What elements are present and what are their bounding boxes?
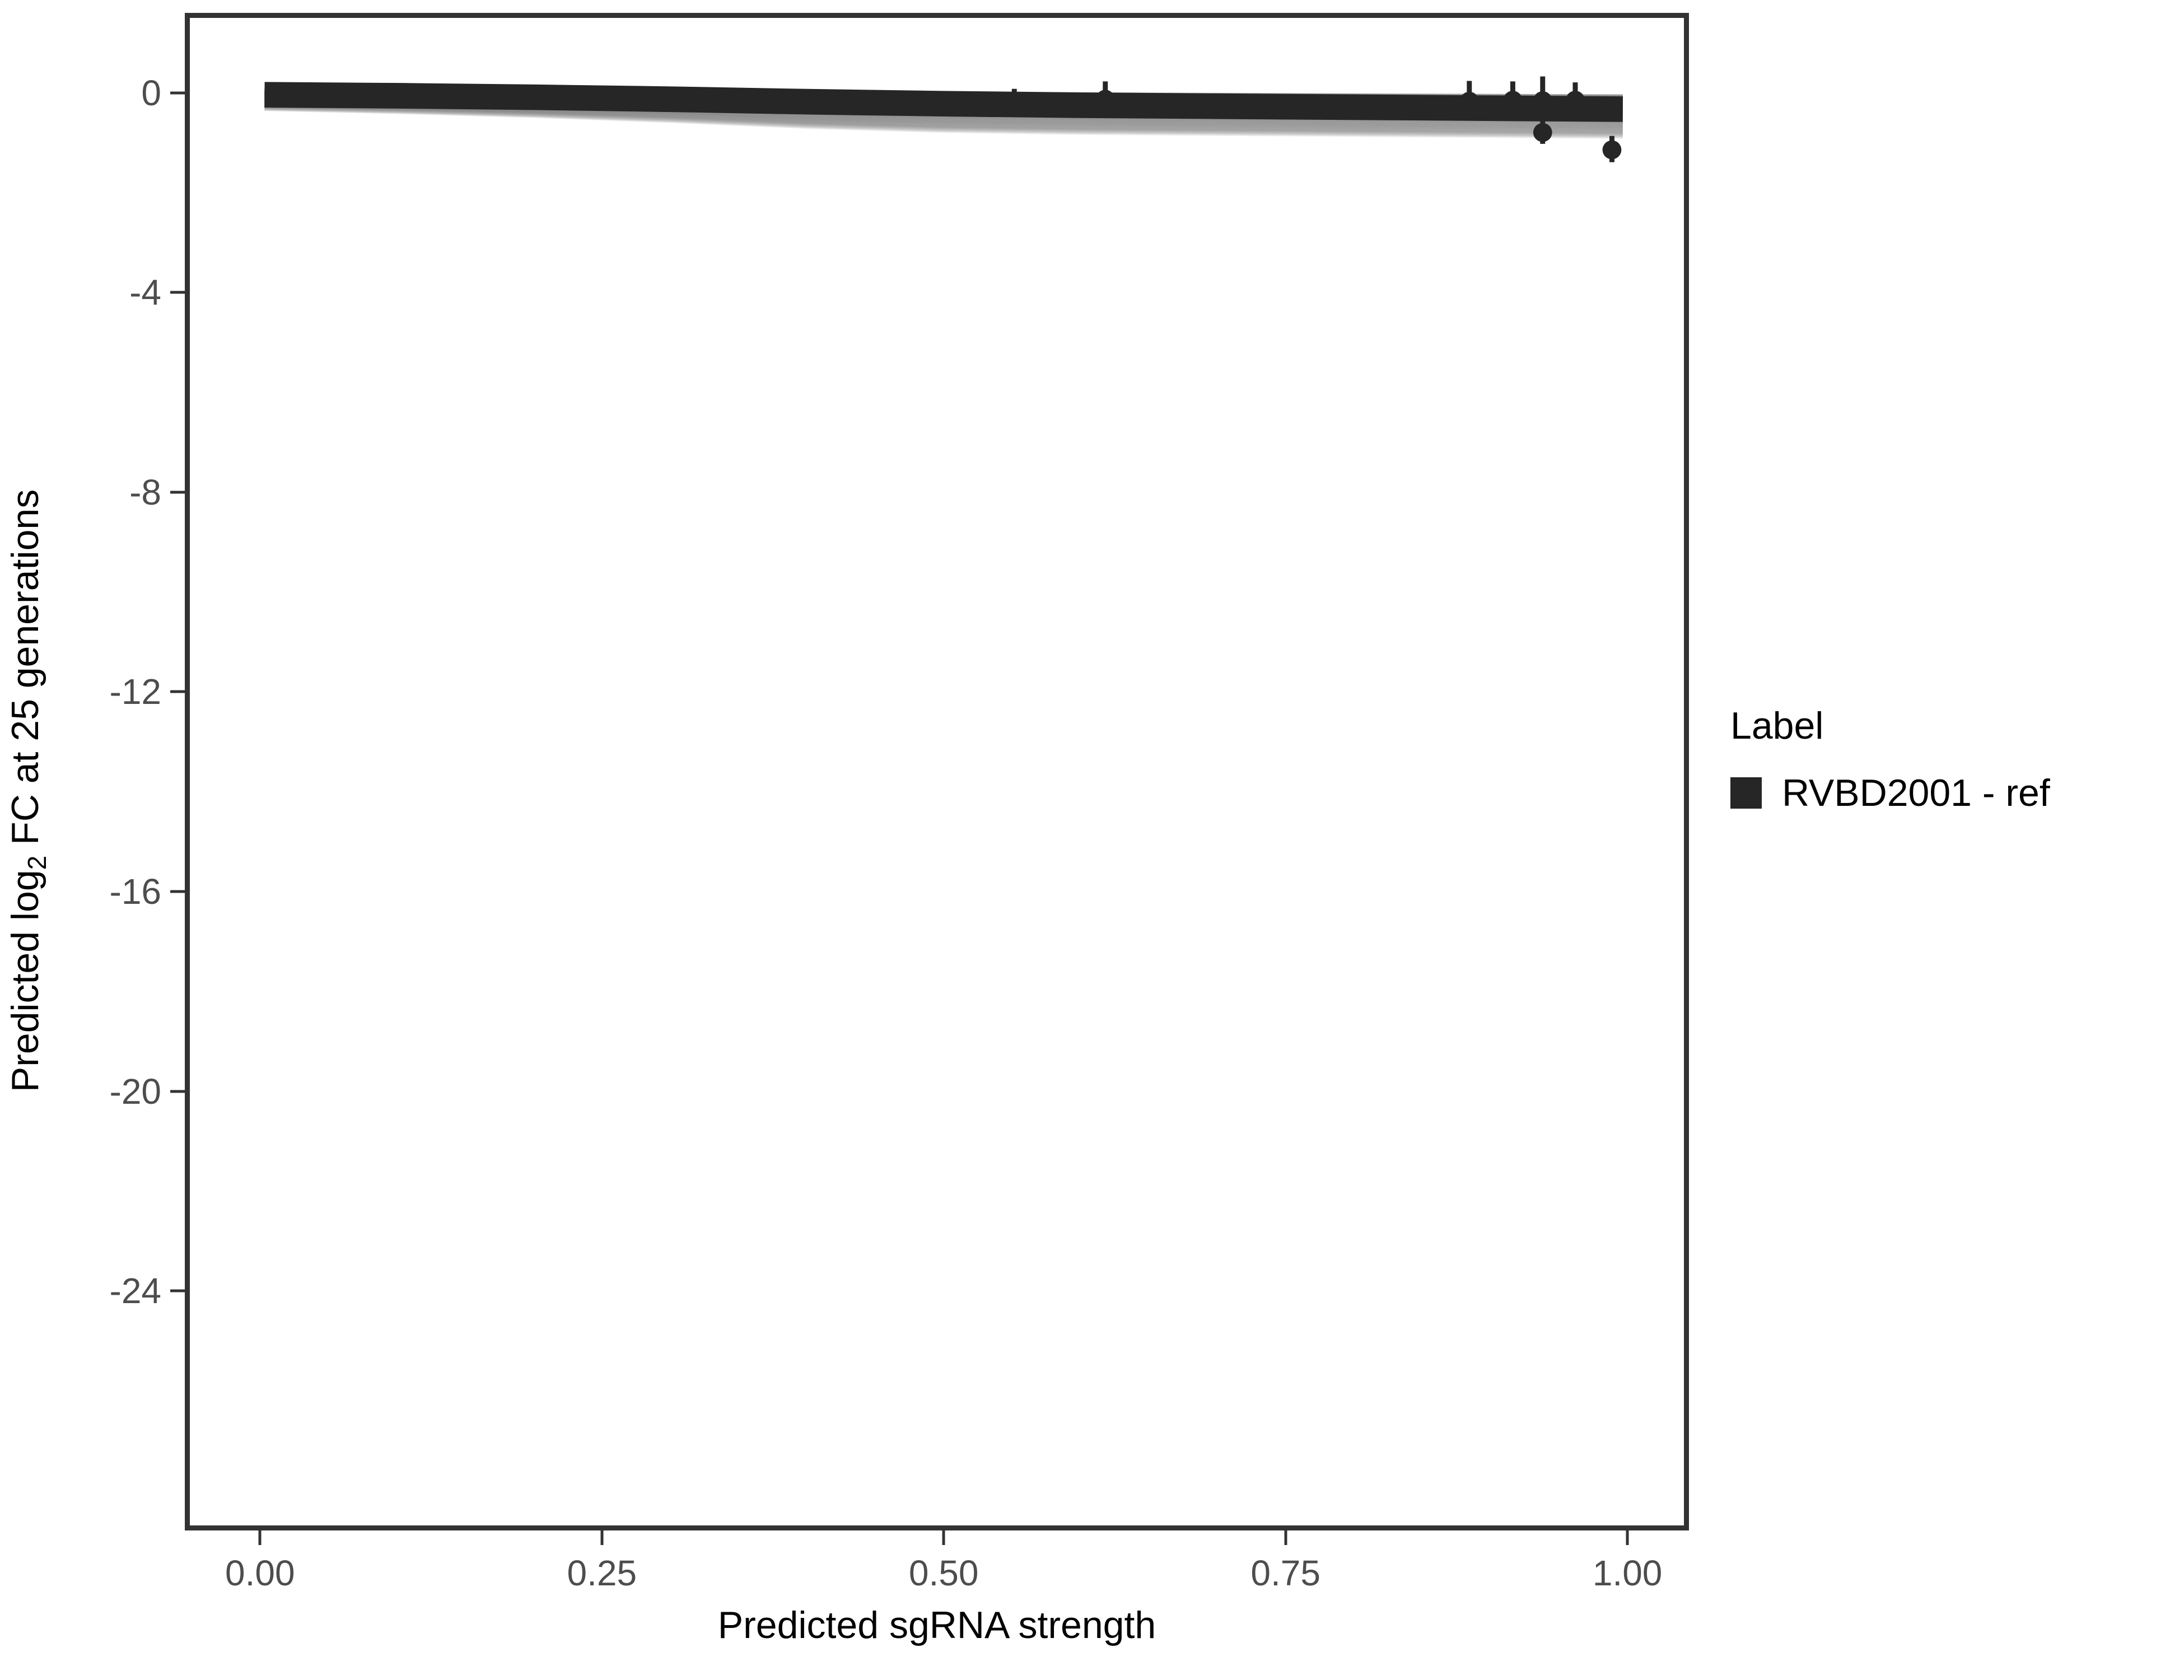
fit-line — [264, 82, 1623, 122]
y-axis-title-suffix: FC at 25 generations — [4, 489, 46, 856]
x-tick-label: 0.50 — [908, 1553, 979, 1593]
data-point — [1602, 140, 1622, 160]
y-axis-title-subscript: 2 — [22, 855, 52, 870]
legend-key-square-icon — [1730, 777, 1762, 809]
y-tick-mark — [170, 291, 185, 294]
data-point — [1533, 91, 1552, 110]
x-tick-mark — [258, 1530, 262, 1545]
data-point — [1005, 93, 1024, 113]
y-tick-label: -20 — [109, 1071, 162, 1112]
x-tick-label: 0.25 — [567, 1553, 637, 1593]
legend-item-label: RVBD2001 - ref — [1782, 772, 2050, 814]
legend-title: Label — [1730, 704, 1824, 747]
x-tick-mark — [1626, 1530, 1629, 1545]
y-tick-label: -16 — [109, 871, 162, 912]
legend-item[interactable]: RVBD2001 - ref — [1730, 774, 2122, 812]
x-tick-mark — [1284, 1530, 1287, 1545]
y-tick-mark — [170, 1090, 185, 1093]
plot-panel — [185, 13, 1689, 1530]
y-axis-title: Predicted log2 FC at 25 generations — [4, 32, 52, 1550]
x-tick-label: 0.00 — [225, 1553, 295, 1593]
plot-canvas — [264, 76, 1623, 162]
y-tick-mark — [170, 491, 185, 494]
data-point — [1533, 123, 1552, 142]
y-tick-mark — [170, 890, 185, 893]
y-tick-label: 0 — [141, 72, 161, 113]
y-axis-title-prefix: Predicted log — [4, 870, 46, 1093]
legend-items: RVBD2001 - ref — [1730, 774, 2122, 812]
y-tick-label: -8 — [129, 472, 161, 512]
y-tick-label: -24 — [109, 1271, 162, 1312]
y-tick-label: -12 — [109, 671, 162, 712]
y-tick-mark — [170, 91, 185, 95]
legend: Label RVBD2001 - ref — [1730, 707, 2122, 812]
y-tick-mark — [170, 1289, 185, 1292]
data-point — [1095, 90, 1115, 109]
x-tick-label: 0.75 — [1250, 1553, 1320, 1593]
x-axis-title: Predicted sgRNA strength — [717, 1604, 1156, 1646]
data-point — [1459, 91, 1479, 111]
data-point — [1503, 91, 1523, 110]
x-tick-mark — [942, 1530, 945, 1545]
data-point — [1566, 91, 1585, 110]
y-tick-mark — [170, 690, 185, 693]
y-tick-label: -4 — [129, 272, 161, 313]
data-points — [1005, 76, 1622, 162]
x-tick-mark — [600, 1530, 604, 1545]
x-tick-label: 1.00 — [1592, 1553, 1663, 1593]
